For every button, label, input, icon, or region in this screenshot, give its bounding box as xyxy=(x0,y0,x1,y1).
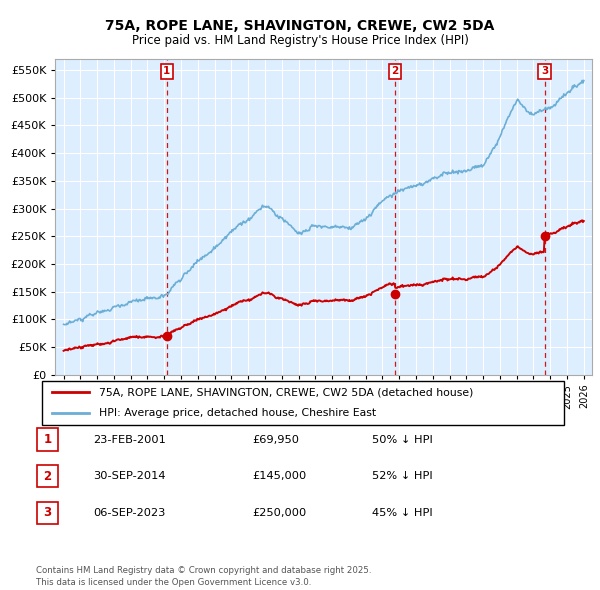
Text: 75A, ROPE LANE, SHAVINGTON, CREWE, CW2 5DA: 75A, ROPE LANE, SHAVINGTON, CREWE, CW2 5… xyxy=(106,19,494,33)
FancyBboxPatch shape xyxy=(42,381,564,425)
FancyBboxPatch shape xyxy=(37,502,58,524)
Text: 75A, ROPE LANE, SHAVINGTON, CREWE, CW2 5DA (detached house): 75A, ROPE LANE, SHAVINGTON, CREWE, CW2 5… xyxy=(100,388,474,398)
Text: £250,000: £250,000 xyxy=(252,508,306,517)
Text: Price paid vs. HM Land Registry's House Price Index (HPI): Price paid vs. HM Land Registry's House … xyxy=(131,34,469,47)
Text: 06-SEP-2023: 06-SEP-2023 xyxy=(93,508,166,517)
Text: 2: 2 xyxy=(391,66,398,76)
Text: 2: 2 xyxy=(43,470,52,483)
FancyBboxPatch shape xyxy=(37,465,58,487)
Text: 1: 1 xyxy=(163,66,170,76)
Text: 1: 1 xyxy=(43,433,52,446)
Text: HPI: Average price, detached house, Cheshire East: HPI: Average price, detached house, Ches… xyxy=(100,408,377,418)
Text: Contains HM Land Registry data © Crown copyright and database right 2025.
This d: Contains HM Land Registry data © Crown c… xyxy=(36,566,371,587)
Text: 30-SEP-2014: 30-SEP-2014 xyxy=(93,471,166,481)
FancyBboxPatch shape xyxy=(37,428,58,451)
Text: 23-FEB-2001: 23-FEB-2001 xyxy=(93,435,166,444)
Text: 3: 3 xyxy=(43,506,52,519)
Text: 52% ↓ HPI: 52% ↓ HPI xyxy=(372,471,433,481)
Text: 3: 3 xyxy=(541,66,548,76)
Text: 50% ↓ HPI: 50% ↓ HPI xyxy=(372,435,433,444)
Text: £145,000: £145,000 xyxy=(252,471,306,481)
Text: 45% ↓ HPI: 45% ↓ HPI xyxy=(372,508,433,517)
Text: £69,950: £69,950 xyxy=(252,435,299,444)
